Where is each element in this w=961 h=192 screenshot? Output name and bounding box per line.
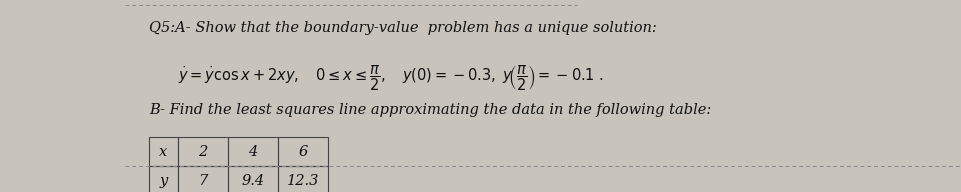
Bar xyxy=(278,137,328,166)
Text: B- Find the least squares line approximating the data in the following table:: B- Find the least squares line approxima… xyxy=(149,103,711,117)
Text: 6: 6 xyxy=(298,145,308,159)
Text: x: x xyxy=(160,145,167,159)
Bar xyxy=(228,137,278,166)
Bar xyxy=(178,166,228,192)
Text: 2: 2 xyxy=(198,145,208,159)
Text: 7: 7 xyxy=(198,174,208,188)
Text: $\dot{y} = \dot{y}\cos x + 2xy,$$\quad 0 \leq x \leq \dfrac{\pi}{2},$$\quad y(0): $\dot{y} = \dot{y}\cos x + 2xy,$$\quad 0… xyxy=(178,63,604,93)
Text: 9.4: 9.4 xyxy=(241,174,264,188)
Text: 4: 4 xyxy=(248,145,258,159)
Bar xyxy=(278,166,328,192)
Bar xyxy=(149,166,178,192)
Text: Q5:A- Show that the boundary-value  problem has a unique solution:: Q5:A- Show that the boundary-value probl… xyxy=(149,21,656,35)
Bar xyxy=(149,137,178,166)
Text: y: y xyxy=(160,174,167,188)
Bar xyxy=(178,137,228,166)
Text: 12.3: 12.3 xyxy=(286,174,319,188)
Bar xyxy=(228,166,278,192)
